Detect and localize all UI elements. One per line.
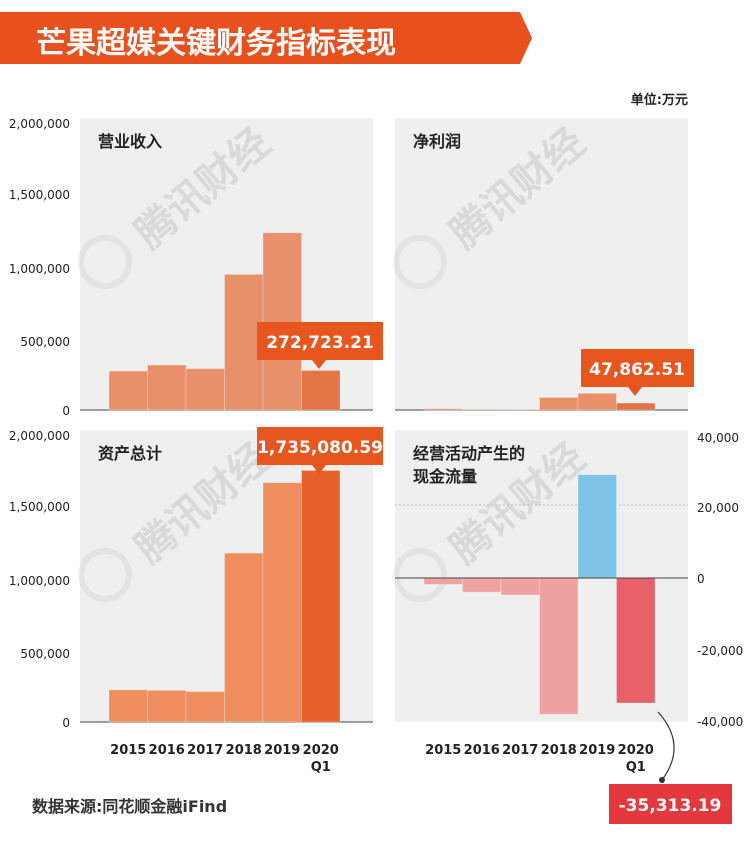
- total-assets-bar: [262, 482, 302, 723]
- total-assets-bar: [224, 552, 264, 723]
- unit-label: 单位:万元: [631, 92, 688, 108]
- callout-revenue-value: 272,723.21: [266, 333, 374, 353]
- xtick-sub-label: Q1: [626, 760, 646, 775]
- net-profit-bar: [423, 408, 463, 411]
- chart-title-revenue: 营业收入: [98, 132, 162, 151]
- callout-total-assets-value: 1,735,080.59: [257, 438, 383, 458]
- revenue-ytick-label: 500,000: [20, 335, 70, 349]
- chart-title-total-assets: 资产总计: [98, 444, 162, 463]
- xtick-label: 2015: [425, 743, 461, 758]
- xtick-label: 2020: [618, 743, 654, 758]
- callout-net-profit-value: 47,862.51: [589, 360, 685, 380]
- revenue-bar: [262, 232, 302, 411]
- callout-cash-flow-value: -35,313.19: [619, 796, 722, 816]
- revenue-ytick-label: 2,000,000: [9, 117, 70, 131]
- xtick-label: 2020: [303, 743, 339, 758]
- net-profit-chart: [423, 392, 656, 411]
- net-profit-bar: [577, 392, 617, 411]
- net-profit-bar: [616, 402, 656, 411]
- assets-ytick-label: 0: [62, 716, 70, 730]
- total-assets-bar: [108, 689, 148, 723]
- chart-title-net-profit: 净利润: [413, 132, 461, 151]
- callout-cash-flow: -35,313.19: [609, 711, 732, 824]
- revenue-bar: [185, 368, 225, 411]
- xtick-label: 2017: [187, 743, 223, 758]
- cash-ytick-label: 20,000: [697, 501, 739, 515]
- chart-title-cash-flow-line2: 现金流量: [413, 467, 477, 486]
- revenue-ytick-label: 0: [62, 404, 70, 418]
- assets-ytick-label: 2,000,000: [9, 429, 70, 443]
- cash-flow-bar: [500, 577, 540, 596]
- cash-flow-bar: [539, 577, 579, 715]
- xtick-label: 2018: [226, 743, 262, 758]
- xtick-label: 2016: [149, 743, 185, 758]
- revenue-ytick-label: 1,500,000: [9, 188, 70, 202]
- xtick-sub-label: Q1: [311, 760, 331, 775]
- callout-total-assets: 1,735,080.59: [257, 427, 383, 474]
- cash-flow-bar: [616, 577, 656, 704]
- cash-ytick-label: -40,000: [697, 715, 743, 729]
- callout-revenue: 272,723.21: [257, 322, 383, 369]
- xtick-label: 2017: [502, 743, 538, 758]
- net-profit-bar: [462, 408, 502, 411]
- cash-flow-bar: [423, 577, 463, 585]
- total-assets-bar: [185, 691, 225, 723]
- revenue-chart: 2,000,000 1,500,000 1,000,000 500,000 0: [9, 117, 341, 418]
- xtick-label: 2018: [541, 743, 577, 758]
- callout-cash-flow-leader: [657, 711, 675, 781]
- assets-ytick-label: 500,000: [20, 647, 70, 661]
- watermark-logo: [78, 235, 447, 602]
- xtick-label: 2019: [264, 743, 300, 758]
- xtick-label: 2015: [110, 743, 146, 758]
- data-source-label: 数据来源:同花顺金融iFind: [32, 797, 227, 816]
- page-title: 芒果超媒关键财务指标表现: [36, 26, 396, 61]
- assets-ytick-label: 1,500,000: [9, 500, 70, 514]
- xtick-label: 2016: [464, 743, 500, 758]
- revenue-bar: [147, 364, 187, 411]
- cash-ytick-label: 40,000: [697, 431, 739, 445]
- chart-title-cash-flow-line1: 经营活动产生的: [413, 444, 525, 463]
- revenue-bar: [224, 274, 264, 411]
- cash-flow-bar: [577, 474, 617, 579]
- net-profit-bar: [539, 397, 579, 411]
- cash-ytick-label: 0: [697, 572, 705, 586]
- xtick-label: 2019: [579, 743, 615, 758]
- assets-ytick-label: 1,000,000: [9, 574, 70, 588]
- revenue-ytick-label: 1,000,000: [9, 262, 70, 276]
- cash-ytick-label: -20,000: [697, 644, 743, 658]
- cash-flow-bar: [462, 577, 502, 593]
- total-assets-bar: [301, 470, 341, 723]
- revenue-bar: [108, 370, 148, 411]
- callout-net-profit: 47,862.51: [581, 349, 694, 396]
- total-assets-bar: [147, 689, 187, 723]
- revenue-bar: [301, 370, 341, 411]
- title-banner: [0, 12, 532, 64]
